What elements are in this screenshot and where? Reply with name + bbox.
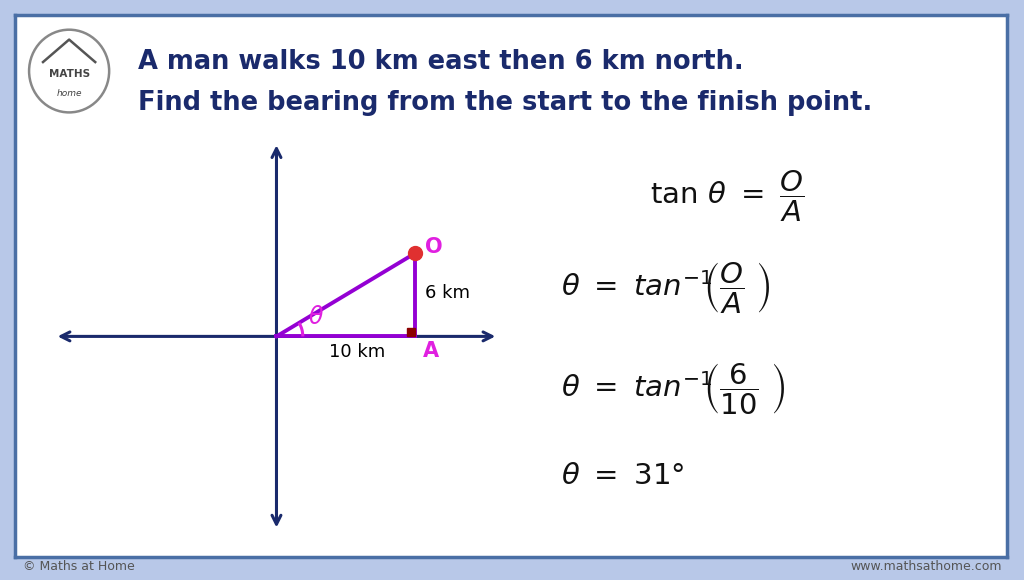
- Text: MATHS: MATHS: [48, 69, 90, 79]
- Text: 10 km: 10 km: [329, 343, 385, 361]
- Text: © Maths at Home: © Maths at Home: [23, 560, 134, 573]
- Text: $\theta$: $\theta$: [308, 305, 325, 329]
- Text: A man walks 10 km east then 6 km north.: A man walks 10 km east then 6 km north.: [138, 49, 743, 75]
- Text: Find the bearing from the start to the finish point.: Find the bearing from the start to the f…: [138, 90, 872, 116]
- Text: home: home: [56, 89, 82, 98]
- Text: $\theta\ =\ \mathit{tan}^{-1}\!\!\left(\dfrac{O}{A}\ \right)$: $\theta\ =\ \mathit{tan}^{-1}\!\!\left(\…: [561, 261, 771, 316]
- Polygon shape: [407, 328, 415, 336]
- Text: $\theta\ =\ \mathit{tan}^{-1}\!\!\left(\dfrac{6}{10}\ \right)$: $\theta\ =\ \mathit{tan}^{-1}\!\!\left(\…: [561, 361, 785, 416]
- Text: $\theta\ =\ 31\degree$: $\theta\ =\ 31\degree$: [561, 462, 684, 490]
- Text: www.mathsathome.com: www.mathsathome.com: [850, 560, 1001, 573]
- Text: O: O: [425, 237, 442, 258]
- Text: A: A: [423, 341, 439, 361]
- Text: 6 km: 6 km: [425, 284, 470, 302]
- Text: $\tan\,\theta\ =\ \dfrac{O}{A}$: $\tan\,\theta\ =\ \dfrac{O}{A}$: [649, 169, 804, 224]
